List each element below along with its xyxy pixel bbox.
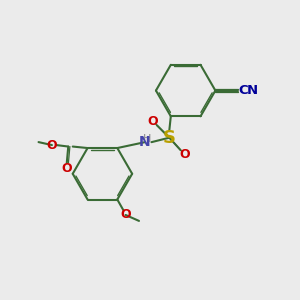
Text: O: O [179, 148, 190, 161]
Text: H: H [143, 134, 152, 144]
Text: O: O [46, 139, 57, 152]
Text: O: O [147, 115, 158, 128]
Text: C: C [239, 84, 248, 97]
Text: O: O [61, 162, 72, 175]
Text: S: S [163, 129, 176, 147]
Text: O: O [120, 208, 131, 221]
Text: N: N [247, 84, 258, 97]
Text: N: N [139, 135, 151, 149]
